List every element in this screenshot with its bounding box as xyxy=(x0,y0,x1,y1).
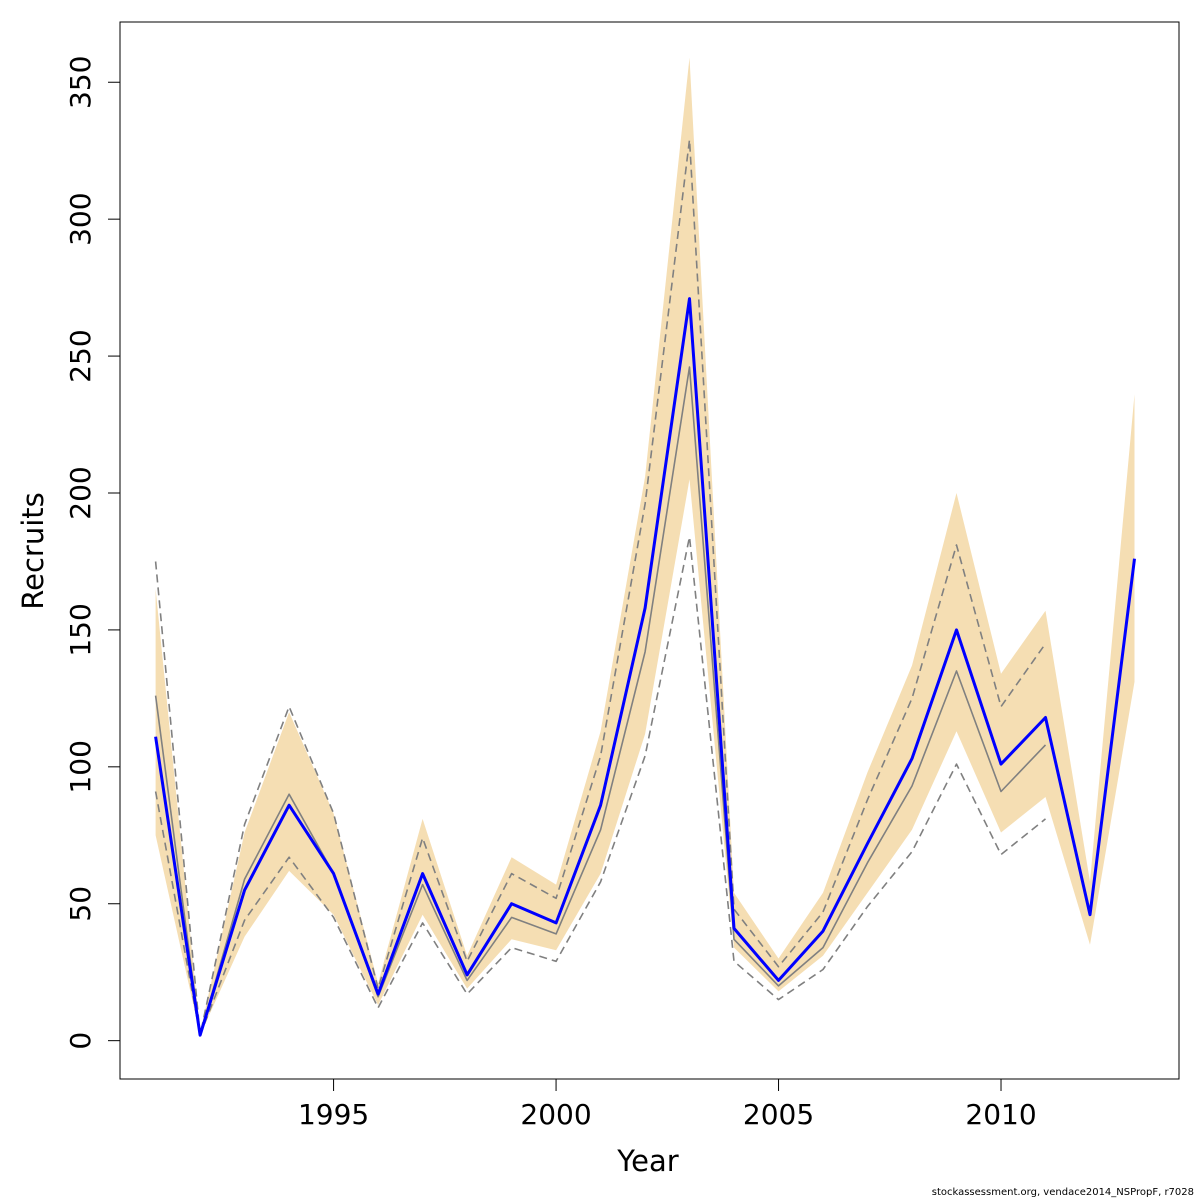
x-tick-label: 2005 xyxy=(743,1098,814,1131)
confidence-band-layer xyxy=(155,57,1135,1036)
x-axis: 1995 2000 2005 2010 xyxy=(298,1078,1037,1131)
y-axis-title: Recruits xyxy=(16,492,50,609)
y-tick-label: 100 xyxy=(64,740,97,793)
y-tick-label: 250 xyxy=(64,329,97,382)
y-tick-label: 50 xyxy=(64,886,97,922)
y-tick-label: 150 xyxy=(64,603,97,656)
confidence-band xyxy=(155,57,1135,1036)
x-tick-label: 2010 xyxy=(965,1098,1036,1131)
series-line-1 xyxy=(154,366,1047,1036)
x-axis-title: Year xyxy=(616,1144,678,1178)
series-layer xyxy=(154,138,1136,1037)
source-note: stockassessment.org, vendace2014_NSPropF… xyxy=(931,1187,1194,1198)
x-tick-label: 1995 xyxy=(298,1098,369,1131)
y-axis: 0 50 100 150 200 250 300 350 xyxy=(64,56,121,1050)
y-tick-label: 0 xyxy=(64,1032,97,1050)
series-line-3 xyxy=(154,535,1046,1036)
y-tick-label: 300 xyxy=(64,192,97,245)
y-tick-label: 200 xyxy=(64,466,97,519)
series-line-4 xyxy=(154,297,1136,1037)
x-tick-label: 2000 xyxy=(520,1098,591,1131)
y-tick-label: 350 xyxy=(64,56,97,109)
